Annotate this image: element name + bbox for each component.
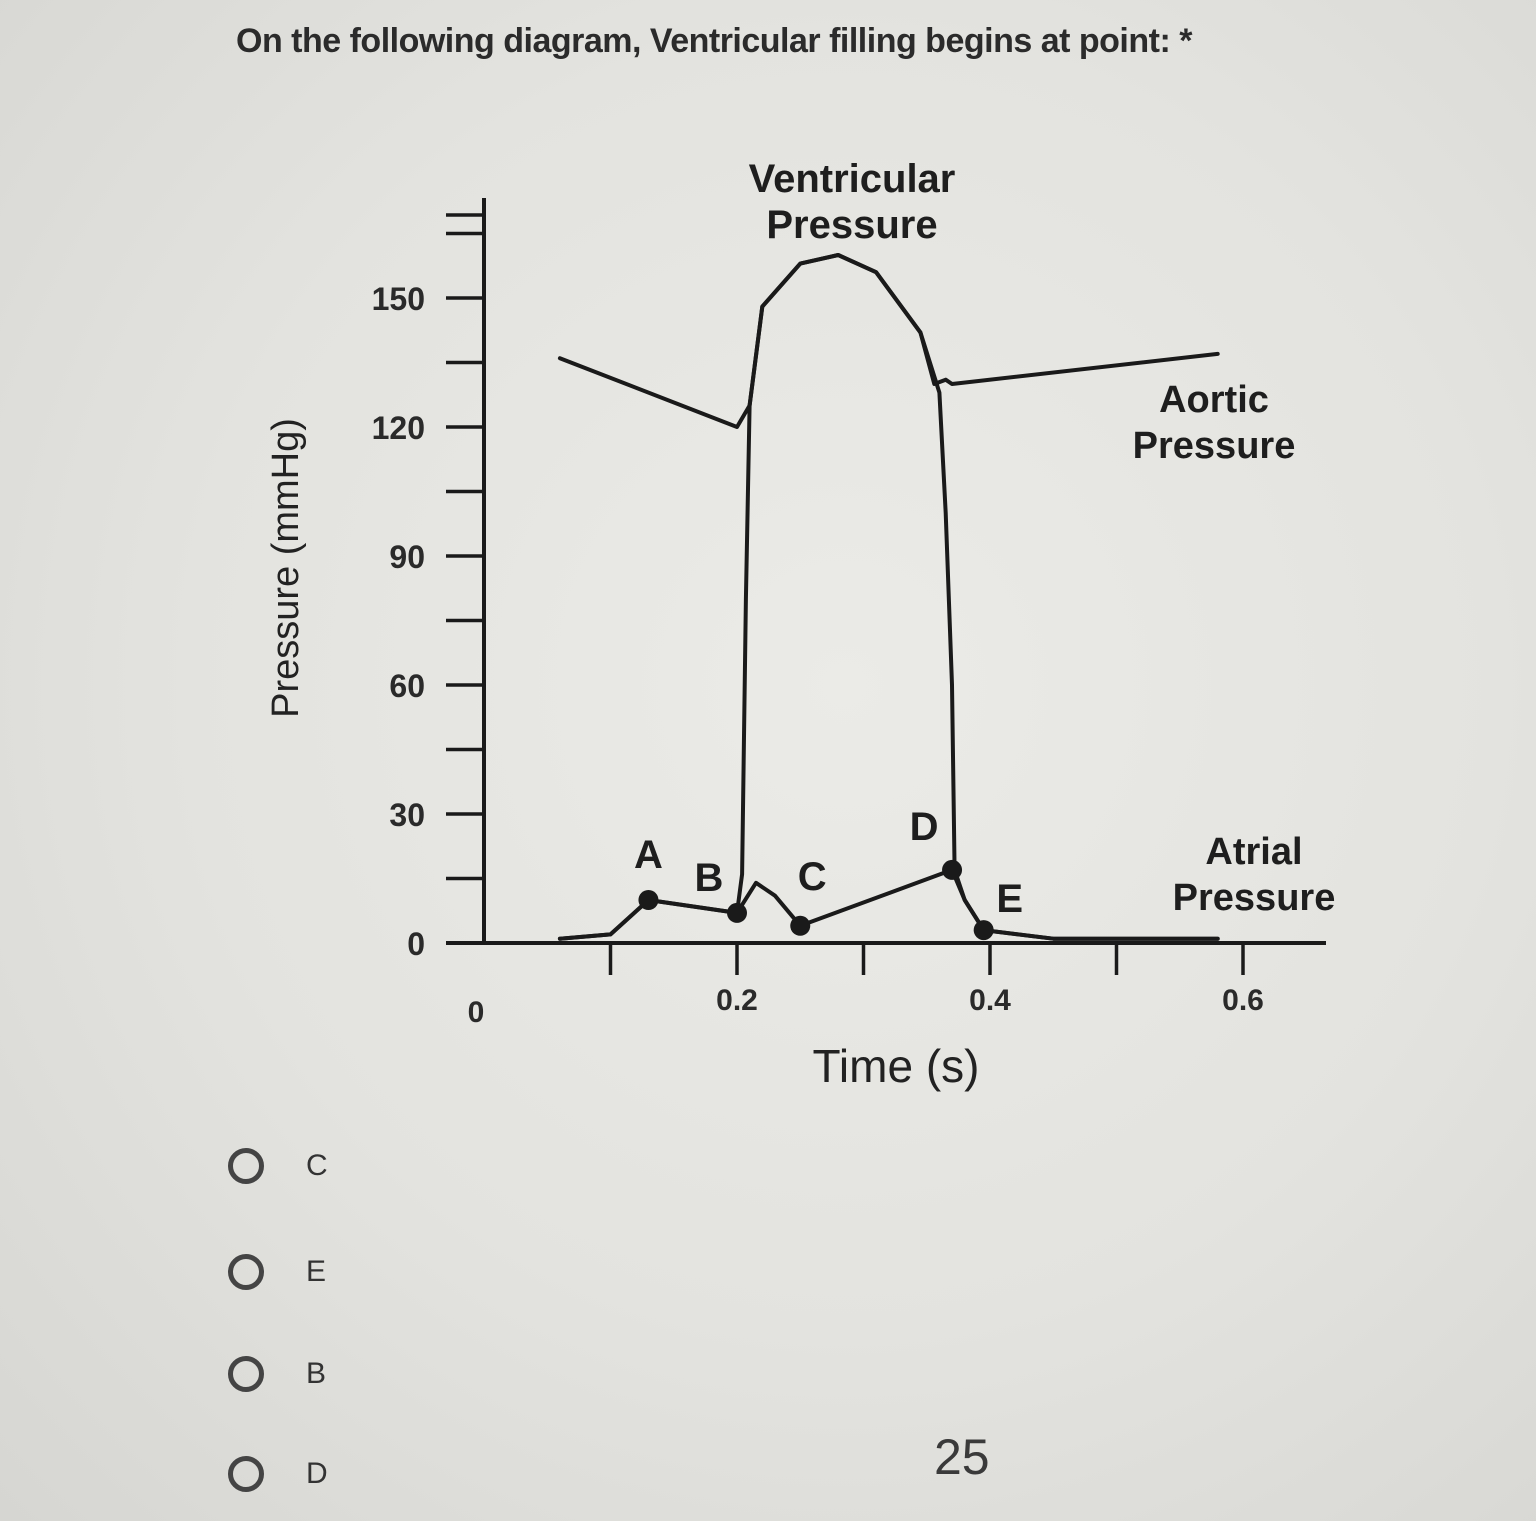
radio-circle-icon[interactable] bbox=[228, 1456, 264, 1492]
option-label: C bbox=[306, 1149, 328, 1182]
point-d-label: D bbox=[910, 805, 939, 849]
aortic-label-line2: Pressure bbox=[1133, 425, 1296, 467]
atrial-label-line2: Pressure bbox=[1173, 877, 1336, 919]
radio-circle-icon[interactable] bbox=[228, 1356, 264, 1392]
option-b[interactable]: B bbox=[228, 1356, 326, 1392]
y-axis-title: Pressure (mmHg) bbox=[265, 418, 307, 718]
x-tick-label: 0.6 bbox=[1222, 984, 1264, 1017]
x-tick-label: 0.2 bbox=[716, 984, 758, 1017]
point-b-marker bbox=[727, 902, 747, 923]
radio-circle-icon[interactable] bbox=[228, 1254, 264, 1290]
page-number: 25 bbox=[934, 1429, 990, 1485]
point-e-marker bbox=[973, 920, 994, 941]
aortic-pressure-line bbox=[557, 253, 1220, 429]
option-label: D bbox=[306, 1457, 328, 1490]
y-tick-label: 150 bbox=[372, 281, 425, 317]
point-d-marker bbox=[942, 859, 963, 880]
point-a-marker bbox=[638, 890, 659, 910]
point-e-label: E bbox=[996, 877, 1023, 921]
point-c-label: C bbox=[798, 855, 827, 899]
x-axis-title: Time (s) bbox=[813, 1040, 980, 1092]
point-a-label: A bbox=[634, 833, 663, 877]
pressure-diagram: 0 30 60 90 120 150 0 0.2 0.4 0.6 Pressure (mmHg) Ti… bbox=[265, 157, 1335, 1092]
question-text: On the following diagram, Ventricular fi… bbox=[236, 22, 1192, 60]
option-c[interactable]: C bbox=[228, 1148, 328, 1184]
aortic-label-line1: Aortic bbox=[1159, 379, 1269, 421]
x-tick-label: 0.4 bbox=[969, 984, 1011, 1017]
x-tick-label: 0 bbox=[468, 996, 485, 1029]
option-d[interactable]: D bbox=[228, 1456, 328, 1492]
point-markers bbox=[638, 859, 994, 941]
y-tick-label: 0 bbox=[407, 926, 425, 962]
atrial-pressure-line bbox=[557, 867, 1220, 941]
y-tick-label: 90 bbox=[389, 539, 425, 575]
option-label: B bbox=[306, 1357, 327, 1390]
point-b-label: B bbox=[695, 856, 724, 900]
ventricular-label-line2: Pressure bbox=[766, 203, 937, 247]
atrial-label-line1: Atrial bbox=[1205, 831, 1302, 873]
y-tick-label: 60 bbox=[389, 668, 425, 704]
diagram-labels: 0 30 60 90 120 150 0 0.2 0.4 0.6 Pressure (mmHg) Ti… bbox=[265, 157, 1335, 1092]
option-e[interactable]: E bbox=[228, 1254, 326, 1290]
y-tick-label: 30 bbox=[389, 797, 425, 833]
ventricular-label-line1: Ventricular bbox=[749, 157, 956, 201]
diagram-axes bbox=[446, 198, 1326, 975]
option-label: E bbox=[306, 1255, 327, 1288]
y-tick-label: 120 bbox=[372, 410, 425, 446]
radio-circle-icon[interactable] bbox=[228, 1148, 264, 1184]
point-c-marker bbox=[790, 915, 811, 936]
